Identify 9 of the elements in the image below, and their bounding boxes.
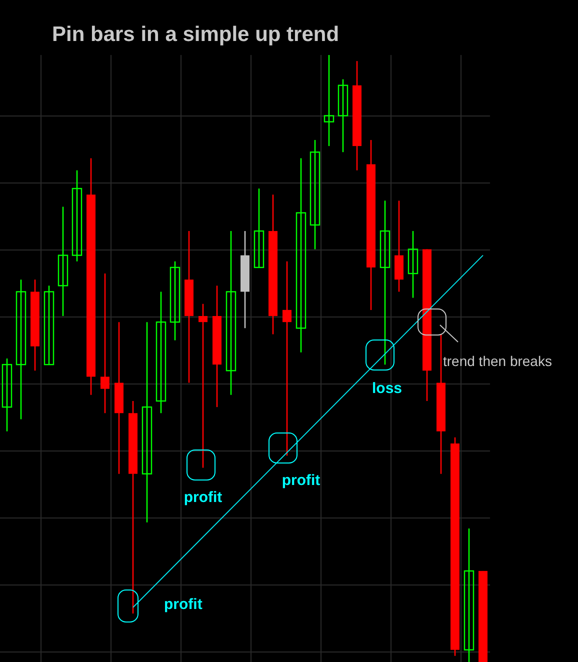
annotation: trend then breaks (443, 353, 552, 369)
candlestick (198, 303, 208, 468)
chart-title: Pin bars in a simple up trend (52, 23, 340, 46)
candlestick (100, 272, 110, 414)
annotation: profit (184, 489, 222, 506)
annotation: loss (372, 380, 402, 397)
candlestick (282, 260, 292, 456)
annotation: profit (164, 596, 202, 613)
annotation: profit (282, 472, 320, 489)
